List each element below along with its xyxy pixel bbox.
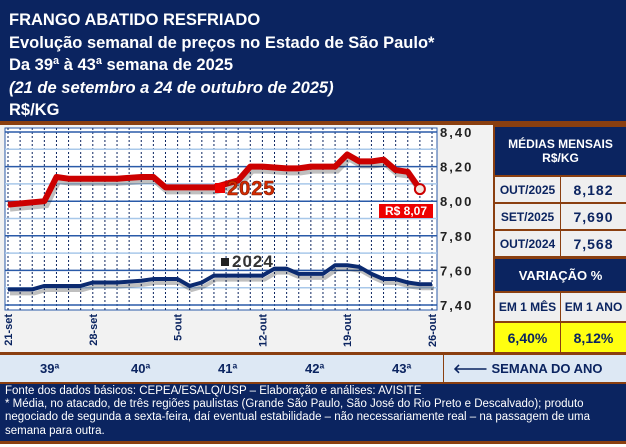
y-tick-label: 8,00 xyxy=(440,194,473,209)
monthly-averages-panel: MÉDIAS MENSAIS R$/KG OUT/2025 8,182 SET/… xyxy=(493,125,626,352)
row-value: 7,690 xyxy=(561,204,626,229)
y-tick-label: 8,40 xyxy=(440,125,473,140)
variation-year: 8,12% xyxy=(561,323,626,352)
week-axis-label: 🡐 SEMANA DO ANO xyxy=(453,361,603,376)
x-tick-label: 26-out xyxy=(427,314,439,347)
panel-title: MÉDIAS MENSAIS R$/KG xyxy=(495,127,626,175)
variation-title: VARIAÇÃO % xyxy=(495,259,626,291)
chart-header: FRANGO ABATIDO RESFRIADO Evolução semana… xyxy=(0,0,626,121)
subtitle: Evolução semanal de preços no Estado de … xyxy=(9,33,435,52)
divider xyxy=(0,441,626,444)
unit: R$/KG xyxy=(9,101,60,119)
week-label: 40ª xyxy=(131,361,151,376)
legend-label-2025: 2025 xyxy=(227,178,276,200)
week-bar: 39ª 40ª 41ª 42ª 43ª 🡐 SEMANA DO ANO xyxy=(0,355,626,382)
last-value-label: R$ 8,07 xyxy=(385,204,427,218)
period: Da 39ª à 43ª semana de 2025 xyxy=(9,56,234,74)
legend-marker-2024 xyxy=(221,258,229,266)
row-label: SET/2025 xyxy=(495,204,560,229)
week-label: 43ª xyxy=(392,361,412,376)
last-point-marker xyxy=(413,183,426,196)
x-tick-label: 28-set xyxy=(88,314,100,346)
divider xyxy=(0,382,626,384)
row-value: 7,568 xyxy=(561,231,626,256)
divider xyxy=(0,352,626,355)
methodology-note: * Média, no atacado, de três regiões pau… xyxy=(5,398,590,437)
week-label: 41ª xyxy=(218,361,238,376)
legend-marker-2025 xyxy=(215,183,225,193)
variation-month: 6,40% xyxy=(495,323,560,352)
divider xyxy=(0,121,626,125)
y-tick-label: 7,40 xyxy=(440,298,473,313)
series-line-2024 xyxy=(8,263,432,292)
series-shadow xyxy=(9,154,425,212)
week-label: 42ª xyxy=(305,361,325,376)
series-shadow xyxy=(10,267,434,296)
line-chart: 8,40 8,20 8,00 7,80 7,60 7,40 21-set 28-set 5-ou… xyxy=(0,125,493,352)
y-tick-label: 7,60 xyxy=(440,263,473,278)
x-tick-label: 12-out xyxy=(257,314,269,347)
row-label: OUT/2024 xyxy=(495,231,560,256)
x-tick-label: 19-out xyxy=(342,314,354,347)
variation-header: EM 1 ANO xyxy=(561,293,626,321)
row-value: 8,182 xyxy=(561,177,626,202)
week-label: 39ª xyxy=(40,361,60,376)
row-label: OUT/2025 xyxy=(495,177,560,202)
y-tick-label: 8,20 xyxy=(440,160,473,175)
y-tick-label: 7,80 xyxy=(440,229,473,244)
footer: Fonte dos dados básicos: CEPEA/ESALQ/USP… xyxy=(0,384,626,441)
title: FRANGO ABATIDO RESFRIADO xyxy=(9,11,261,29)
variation-header: EM 1 MÊS xyxy=(495,293,560,321)
last-value-label-box xyxy=(379,204,433,218)
legend-label-2024: 2024 xyxy=(232,252,274,271)
divider xyxy=(443,355,444,382)
series-line-2025 xyxy=(7,151,423,208)
date-range: (21 de setembro a 24 de outubro de 2025) xyxy=(9,78,334,97)
source-note: Fonte dos dados básicos: CEPEA/ESALQ/USP… xyxy=(5,385,422,397)
x-tick-label: 5-out xyxy=(173,314,185,341)
x-tick-label: 21-set xyxy=(3,314,15,346)
